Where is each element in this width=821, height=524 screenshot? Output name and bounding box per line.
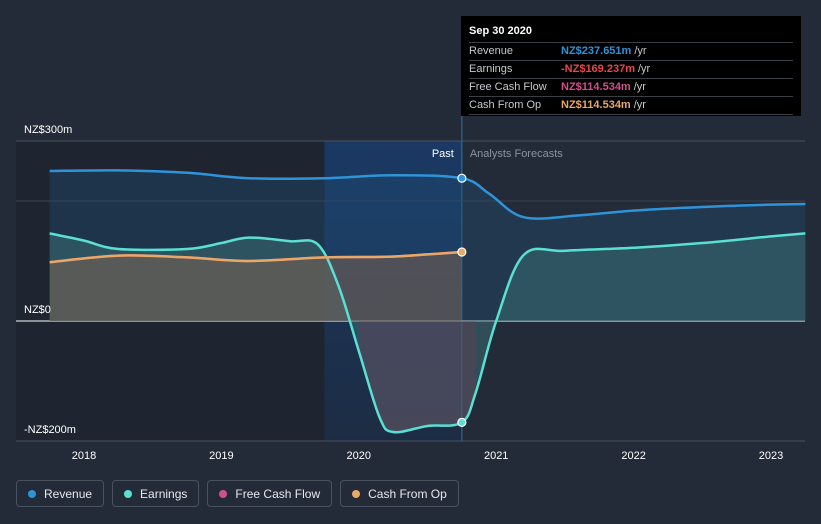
x-tick-label: 2023 — [759, 450, 783, 462]
tooltip-value: NZ$114.534m — [561, 81, 631, 93]
x-tick-label: 2021 — [484, 450, 508, 462]
tooltip-unit: /yr — [638, 63, 651, 75]
earnings-line — [49, 232, 806, 434]
tooltip-date: Sep 30 2020 — [469, 25, 532, 37]
revenue-marker — [457, 173, 467, 183]
tooltip-value: -NZ$169.237m — [561, 63, 635, 75]
y-tick-label: -NZ$200m — [24, 424, 76, 436]
cash-from-op-dot-icon — [352, 489, 361, 498]
chart-tooltip: Sep 30 2020 Revenue NZ$237.651m /yr Earn… — [461, 16, 801, 116]
x-tick-label: 2022 — [621, 450, 645, 462]
tooltip-unit: /yr — [633, 81, 646, 93]
legend-earnings[interactable]: Earnings — [112, 480, 200, 507]
y-tick-label: NZ$0 — [24, 304, 51, 316]
chart-legend: Revenue Earnings Free Cash Flow Cash Fro… — [16, 480, 459, 507]
tooltip-row-free-cash-flow: Free Cash Flow NZ$114.534m /yr — [469, 78, 793, 96]
tooltip-unit: /yr — [634, 45, 647, 57]
y-tick-label: NZ$300m — [24, 124, 72, 136]
free-cash-flow-dot-icon — [219, 489, 228, 498]
past-label: Past — [432, 148, 454, 160]
legend-label: Free Cash Flow — [235, 486, 321, 501]
tooltip-unit: /yr — [633, 99, 646, 111]
legend-free-cash-flow[interactable]: Free Cash Flow — [207, 480, 333, 507]
tooltip-row-revenue: Revenue NZ$237.651m /yr — [469, 42, 793, 60]
revenue-line — [49, 169, 806, 220]
x-tick-label: 2020 — [347, 450, 371, 462]
tooltip-label: Revenue — [469, 45, 514, 57]
tooltip-value: NZ$114.534m — [561, 99, 631, 111]
earnings-negative-area — [358, 321, 476, 433]
earnings-marker — [457, 417, 467, 427]
tooltip-row-cash-from-op: Cash From Op NZ$114.534m /yr — [469, 96, 793, 115]
forecast-label: Analysts Forecasts — [470, 148, 563, 160]
cash_from_op-marker — [457, 247, 467, 257]
tooltip-label: Cash From Op — [469, 99, 542, 111]
x-tick-label: 2018 — [72, 450, 96, 462]
legend-cash-from-op[interactable]: Cash From Op — [340, 480, 459, 507]
legend-label: Revenue — [44, 486, 93, 501]
earnings-dot-icon — [124, 489, 133, 498]
legend-label: Cash From Op — [368, 486, 447, 501]
x-tick-label: 2019 — [209, 450, 233, 462]
tooltip-value: NZ$237.651m — [561, 45, 632, 57]
tooltip-row-earnings: Earnings -NZ$169.237m /yr — [469, 60, 793, 78]
cash_from_op-area — [49, 252, 462, 321]
cash_from_op-line — [49, 250, 462, 264]
revenue-dot-icon — [28, 489, 36, 498]
legend-revenue[interactable]: Revenue — [16, 480, 105, 507]
tooltip-label: Free Cash Flow — [469, 81, 547, 93]
legend-label: Earnings — [140, 486, 188, 501]
tooltip-label: Earnings — [469, 63, 513, 75]
